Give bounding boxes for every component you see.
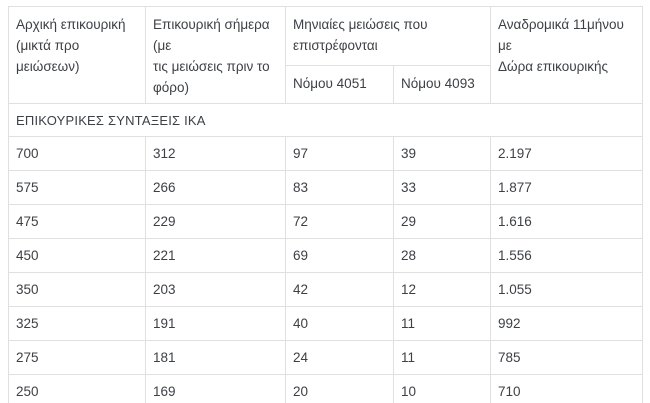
table-cell: 203	[145, 272, 286, 307]
table-cell: 1.877	[490, 170, 644, 205]
table-cell: 40	[285, 306, 394, 341]
table-row: 250 169 20 10 710	[8, 374, 644, 403]
table-cell: 229	[145, 204, 286, 239]
table-cell: 20	[285, 374, 394, 403]
table-row: 475 229 72 29 1.616	[8, 204, 644, 239]
table-subheader-row: Νόμου 4051 Νόμου 4093	[9, 65, 643, 104]
table-cell: 1.616	[490, 204, 644, 239]
table-cell: 475	[8, 204, 146, 239]
table-cell: 266	[145, 170, 286, 205]
table-cell: 29	[392, 204, 492, 239]
table-cell: 12	[392, 272, 492, 307]
table-cell: 11	[392, 340, 492, 375]
table-cell: 2.197	[490, 136, 644, 171]
table-row: 575 266 83 33 1.877	[8, 170, 644, 205]
column-header-monthly-reductions-group: Μηνιαίες μειώσεις που επιστρέφονται	[284, 5, 492, 67]
table-cell: 24	[285, 340, 394, 375]
table-cell: 275	[8, 340, 146, 375]
table-cell: 221	[145, 238, 286, 273]
table-cell: 992	[490, 306, 644, 341]
table-cell: 785	[490, 340, 644, 375]
table-cell: 325	[8, 306, 146, 341]
table-header-row: Αρχική επικουρική (μικτά προ μειώσεων) Ε…	[8, 5, 644, 104]
table-cell: 575	[8, 170, 146, 205]
table-row: 700 312 97 39 2.197	[8, 136, 644, 171]
table-cell: 39	[392, 136, 492, 171]
table-cell: 97	[285, 136, 394, 171]
table-cell: 10	[392, 374, 492, 403]
column-header-initial-pension: Αρχική επικουρική (μικτά προ μειώσεων)	[8, 6, 146, 104]
table-cell: 250	[8, 374, 146, 403]
table-cell: 350	[8, 272, 146, 307]
table-cell: 42	[285, 272, 394, 307]
pension-table: Αρχική επικουρική (μικτά προ μειώσεων) Ε…	[7, 5, 644, 403]
table-cell: 69	[285, 238, 394, 273]
table-cell: 83	[285, 170, 394, 205]
section-header-row: ΕΠΙΚΟΥΡΙΚΕΣ ΣΥΝΤΑΞΕΙΣ ΙΚΑ	[7, 103, 644, 137]
table-cell: 72	[285, 204, 394, 239]
table-cell: 1.556	[490, 238, 644, 273]
table-cell: 11	[392, 306, 492, 341]
table-cell: 28	[392, 238, 492, 273]
table-row: 350 203 42 12 1.055	[8, 272, 644, 307]
section-title: ΕΠΙΚΟΥΡΙΚΕΣ ΣΥΝΤΑΞΕΙΣ ΙΚΑ	[7, 103, 644, 137]
column-header-law-4051: Νόμου 4051	[285, 65, 394, 104]
table-cell: 169	[145, 374, 286, 403]
table-cell: 181	[145, 340, 286, 375]
table-cell: 312	[145, 136, 286, 171]
table-row: 325 191 40 11 992	[8, 306, 644, 341]
column-header-law-4093: Νόμου 4093	[392, 65, 492, 104]
column-header-pension-today: Επικουρική σήμερα (με τις μειώσεις πριν …	[145, 6, 286, 104]
table-cell: 710	[490, 374, 644, 403]
table-row: 450 221 69 28 1.556	[8, 238, 644, 273]
table-cell: 450	[8, 238, 146, 273]
table-cell: 191	[145, 306, 286, 341]
table-cell: 700	[8, 136, 146, 171]
column-header-retroactive: Αναδρομικά 11μήνου με Δώρα επικουρικής	[490, 6, 644, 104]
table-cell: 1.055	[490, 272, 644, 307]
table-row: 275 181 24 11 785	[8, 340, 644, 375]
table-cell: 33	[392, 170, 492, 205]
